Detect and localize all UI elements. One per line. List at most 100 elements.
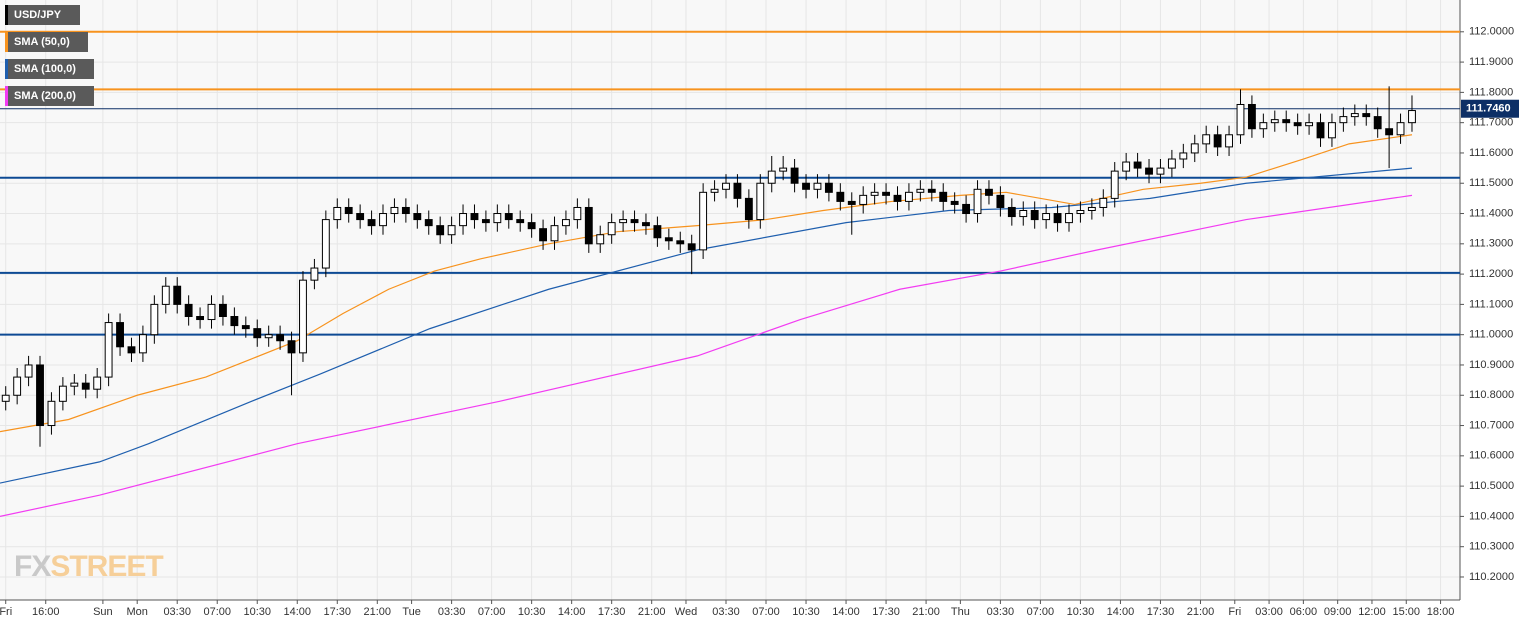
candle-body [1122, 161, 1131, 172]
candle-body [779, 167, 788, 172]
x-tick-label: 14:00 [558, 606, 586, 618]
candle-body [607, 222, 616, 236]
candle-body [287, 340, 296, 354]
candle-body [173, 285, 182, 305]
candle-body [733, 182, 742, 199]
candle-body [493, 213, 502, 224]
x-tick-label: 21:00 [912, 606, 940, 618]
y-tick-label: 111.6000 [1469, 147, 1513, 159]
legend-label: SMA (200,0) [14, 90, 76, 102]
legend-box [5, 86, 94, 106]
candle-body [687, 243, 696, 251]
candle-body [1179, 152, 1188, 160]
candle-body [653, 225, 662, 239]
candle-body [1145, 167, 1153, 175]
y-tick-label: 110.7000 [1469, 419, 1514, 431]
candle-body [836, 191, 845, 202]
candle-body [207, 303, 216, 321]
plot-background [0, 0, 1460, 600]
y-tick-label: 110.4000 [1469, 510, 1514, 522]
candle-body [1373, 116, 1382, 130]
x-tick-label: 16:00 [32, 606, 60, 618]
y-tick-label: 112.0000 [1469, 26, 1514, 38]
x-tick-label: 21:00 [364, 606, 392, 618]
candle-body [722, 182, 730, 190]
candle-body [790, 167, 799, 184]
candle-body [344, 206, 353, 215]
candle-body [1213, 134, 1222, 148]
candle-body [36, 364, 44, 427]
x-tick-label: 07:00 [478, 606, 506, 618]
candle-body [390, 206, 399, 215]
y-tick-label: 111.8000 [1469, 86, 1513, 98]
candle-body [916, 188, 925, 193]
candle-body [527, 222, 536, 230]
candle-body [1007, 206, 1016, 218]
candle-body [1133, 161, 1142, 169]
x-tick-label: 10:30 [1067, 606, 1095, 618]
candle-body [950, 200, 959, 205]
x-tick-label: 17:30 [872, 606, 900, 618]
x-tick-label: Sun [93, 606, 113, 618]
candle-body [47, 400, 56, 427]
y-tick-label: 111.4000 [1469, 207, 1513, 219]
candle-body [1328, 122, 1336, 139]
x-tick-label: 07:00 [1027, 606, 1055, 618]
y-tick-label: 110.2000 [1469, 571, 1514, 583]
x-tick-label: 03:30 [438, 606, 466, 618]
candle-body [893, 194, 902, 202]
candle-body [367, 219, 376, 227]
x-tick-label: 03:30 [163, 606, 191, 618]
candle-body [321, 219, 330, 269]
candle-body [161, 285, 170, 305]
candle-body [70, 382, 79, 387]
candle-body [230, 316, 239, 327]
x-tick-label: 21:00 [638, 606, 666, 618]
y-tick-label: 111.2000 [1469, 268, 1513, 280]
candle-body [424, 219, 433, 227]
candle-body [904, 191, 913, 202]
candle-body [1190, 143, 1199, 154]
x-tick-label: 17:30 [1147, 606, 1175, 618]
y-tick-label: 111.5000 [1469, 177, 1513, 189]
candle-body [699, 191, 708, 251]
legend-label: SMA (50,0) [14, 36, 70, 48]
candle-body [379, 213, 387, 227]
candle-body [1350, 113, 1359, 118]
candle-body [447, 225, 456, 236]
candle-body [1293, 122, 1302, 127]
x-tick-label: 10:30 [518, 606, 546, 618]
x-tick-label: 14:00 [1107, 606, 1135, 618]
legend-swatch [5, 86, 8, 106]
x-tick-label: 14:00 [283, 606, 311, 618]
candle-body [93, 376, 102, 390]
candle-body [756, 182, 765, 221]
candle-body [196, 316, 205, 321]
x-tick-label: 03:00 [1255, 606, 1283, 618]
candle-body [767, 170, 776, 184]
last-price-tag [1461, 99, 1519, 118]
candle-body [253, 328, 262, 339]
y-tick-label: 111.9000 [1469, 56, 1513, 68]
candle-body [1156, 167, 1165, 175]
candle-body [219, 303, 227, 318]
candle-body [859, 194, 868, 205]
sma-line [0, 167, 1413, 484]
candle-body [596, 234, 605, 245]
candle-body [619, 219, 628, 224]
candle-body [1236, 103, 1245, 136]
candle-body [413, 213, 422, 221]
legend-box [5, 32, 88, 52]
y-tick-label: 110.3000 [1469, 541, 1514, 553]
last-price-label: 111.7460 [1466, 103, 1511, 115]
legend-label: SMA (100,0) [14, 63, 76, 75]
candle-body [710, 188, 719, 193]
y-tick-label: 110.6000 [1469, 450, 1514, 462]
candle-body [1110, 170, 1119, 199]
candle-body [1053, 213, 1062, 224]
candle-body [104, 322, 113, 378]
candle-body [1202, 134, 1211, 145]
x-tick-label: Mon [126, 606, 147, 618]
candle-body [664, 237, 673, 242]
